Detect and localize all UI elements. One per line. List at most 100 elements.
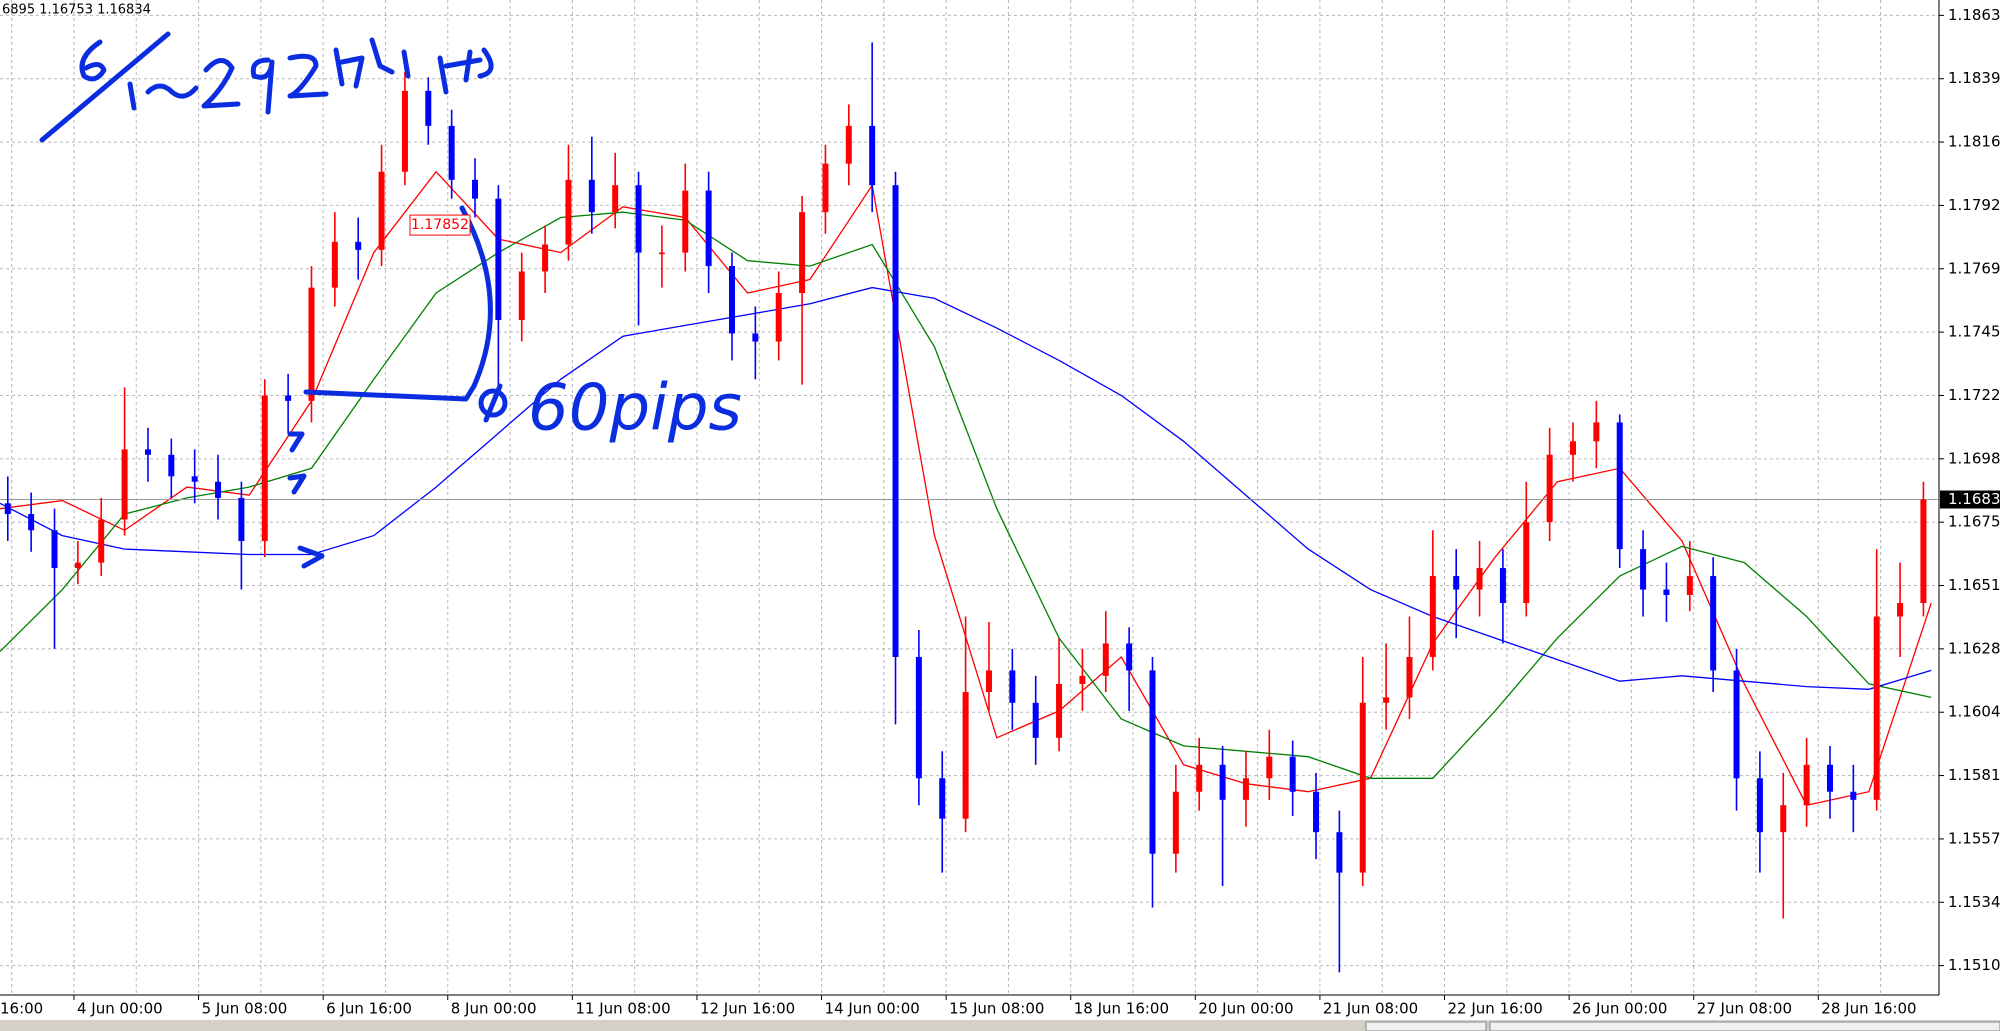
candle-body bbox=[425, 90, 432, 126]
hand-stroke bbox=[127, 81, 137, 111]
candle-body bbox=[1593, 422, 1600, 442]
circle-mark bbox=[478, 388, 508, 418]
candle-body bbox=[215, 481, 222, 498]
hand-stroke bbox=[333, 37, 411, 89]
grid bbox=[0, 0, 1939, 995]
header-quote: 6895 1.16753 1.16834 bbox=[2, 3, 151, 18]
handwriting bbox=[39, 31, 508, 569]
x-tick-label: 12 Jun 16:00 bbox=[700, 1000, 795, 1018]
candle-body bbox=[1920, 499, 1927, 604]
y-tick-label: 1.18395 bbox=[1948, 69, 2000, 87]
candle-body bbox=[1780, 805, 1787, 833]
candle-body bbox=[775, 293, 782, 342]
x-tick-label: 21 Jun 08:00 bbox=[1323, 1000, 1418, 1018]
candle-body bbox=[1289, 756, 1296, 792]
candle-body bbox=[1873, 616, 1880, 800]
hand-stroke bbox=[79, 39, 107, 82]
candle-body bbox=[191, 476, 198, 482]
y-tick-label: 1.17220 bbox=[1948, 386, 2000, 404]
candle-body bbox=[401, 90, 408, 172]
hand-stroke bbox=[39, 31, 171, 143]
candle-body bbox=[1219, 764, 1226, 800]
x-tick-label: 5 Jun 08:00 bbox=[202, 1000, 288, 1018]
moving-average bbox=[0, 286, 1932, 690]
candle-body bbox=[728, 266, 735, 334]
candle-body bbox=[1826, 764, 1833, 792]
candle-body bbox=[1359, 702, 1366, 873]
x-tick-label: 11 Jun 08:00 bbox=[575, 1000, 670, 1018]
candle-body bbox=[331, 241, 338, 288]
x-tick-label: 18 Jun 16:00 bbox=[1074, 1000, 1169, 1018]
tab bbox=[1365, 1021, 1487, 1031]
candle-body bbox=[1499, 567, 1506, 604]
x-tick-label: 26 Jun 00:00 bbox=[1572, 1000, 1667, 1018]
candle-body bbox=[892, 185, 899, 657]
candle-body bbox=[261, 395, 268, 542]
last-price-label: 1.16834 bbox=[1948, 490, 2000, 508]
price-tag: 1.17852 bbox=[411, 217, 469, 233]
candle-body bbox=[915, 656, 922, 779]
y-tick-label: 1.15810 bbox=[1948, 766, 2000, 784]
candle-body bbox=[355, 241, 362, 250]
candle-body bbox=[472, 179, 479, 199]
candle-body bbox=[98, 519, 105, 563]
candle-body bbox=[1476, 567, 1483, 590]
candle-body bbox=[542, 244, 549, 272]
candle-body bbox=[1686, 576, 1693, 595]
candle-body bbox=[74, 562, 81, 568]
bracket bbox=[459, 205, 493, 389]
candle-body bbox=[1710, 576, 1717, 671]
candle-body bbox=[612, 185, 619, 213]
candle-body bbox=[985, 670, 992, 692]
candle-body bbox=[51, 530, 58, 568]
x-tick-label: 28 Jun 16:00 bbox=[1821, 1000, 1916, 1018]
moving-average bbox=[0, 211, 1932, 779]
hand-stroke bbox=[437, 47, 494, 95]
candle-body bbox=[658, 252, 665, 255]
x-tick-label: 6 Jun 16:00 bbox=[326, 1000, 412, 1018]
y-tick-label: 1.15340 bbox=[1948, 893, 2000, 911]
annotation: 60pips bbox=[528, 372, 742, 446]
candle-body bbox=[588, 179, 595, 213]
y-tick-label: 1.16515 bbox=[1948, 576, 2000, 594]
candle-body bbox=[1429, 576, 1436, 657]
candle-body bbox=[1756, 778, 1763, 833]
candle-body bbox=[238, 497, 245, 542]
candle-body bbox=[1172, 791, 1179, 854]
hand-stroke bbox=[201, 58, 241, 109]
candle-body bbox=[1453, 576, 1460, 590]
candle-body bbox=[1640, 549, 1647, 590]
y-tick-label: 1.17455 bbox=[1948, 323, 2000, 341]
x-tick-label: 15 Jun 08:00 bbox=[949, 1000, 1044, 1018]
candle-body bbox=[1523, 522, 1530, 604]
candle-body bbox=[1570, 441, 1577, 455]
moving-averages bbox=[0, 170, 1939, 806]
scrollbar bbox=[0, 1020, 2000, 1031]
hand-stroke bbox=[250, 57, 275, 115]
candle-body bbox=[1336, 832, 1343, 873]
hand-arrow bbox=[287, 431, 307, 495]
candle-body bbox=[378, 171, 385, 250]
y-tick-label: 1.17690 bbox=[1948, 259, 2000, 277]
last-price-box bbox=[1940, 490, 2000, 509]
candle-body bbox=[1616, 422, 1623, 550]
y-tick-label: 1.16750 bbox=[1948, 513, 2000, 531]
measure-line bbox=[303, 383, 477, 402]
x-tick-label: 22 Jun 16:00 bbox=[1448, 1000, 1543, 1018]
hand-arrow bbox=[297, 545, 325, 569]
candle-body bbox=[1733, 670, 1740, 779]
candle-body bbox=[308, 287, 315, 401]
candle-body bbox=[448, 125, 455, 180]
hand-stroke bbox=[287, 53, 329, 99]
candle-body bbox=[1079, 675, 1086, 684]
y-tick-label: 1.16985 bbox=[1948, 449, 2000, 467]
y-tick-label: 1.17925 bbox=[1948, 196, 2000, 214]
x-tick-label: 20 Jun 00:00 bbox=[1198, 1000, 1293, 1018]
candle-body bbox=[121, 449, 128, 520]
candle-body bbox=[1663, 589, 1670, 595]
candle-body bbox=[1149, 670, 1156, 854]
candles bbox=[4, 42, 1927, 973]
candle-body bbox=[1313, 791, 1320, 833]
candle-body bbox=[168, 454, 175, 477]
candle-body bbox=[1383, 697, 1390, 703]
